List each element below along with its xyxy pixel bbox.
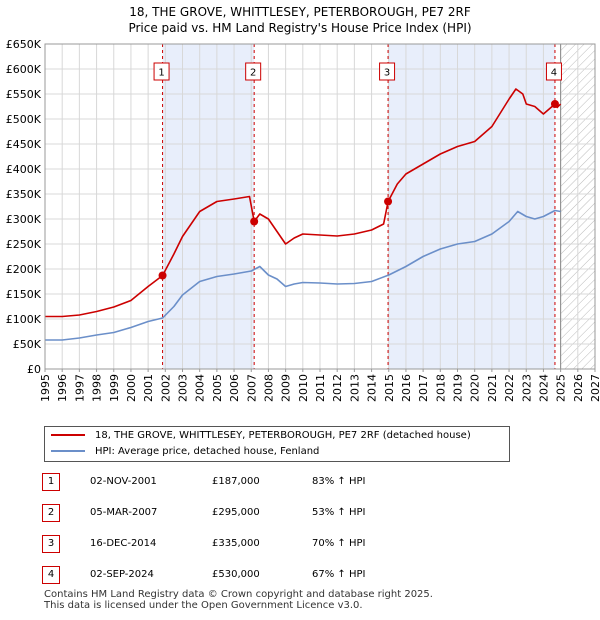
x-tick-label: 2025 [555, 374, 568, 402]
x-tick-label: 2004 [194, 374, 207, 402]
sale-price: £187,000 [212, 476, 260, 487]
y-tick-label: £450K [6, 138, 42, 151]
sale-label-text: 1 [158, 68, 164, 79]
sale-hpi-diff: 83% ↑ HPI [312, 476, 366, 487]
x-tick-label: 2021 [486, 374, 499, 402]
legend-label-hpi: HPI: Average price, detached house, Fenl… [95, 446, 320, 457]
y-tick-label: £400K [6, 163, 42, 176]
y-tick-label: £0 [27, 363, 41, 376]
legend-item-hpi: HPI: Average price, detached house, Fenl… [51, 444, 319, 460]
x-tick-label: 2013 [348, 374, 361, 402]
sale-label-text: 4 [551, 68, 557, 79]
x-tick-label: 2001 [142, 374, 155, 402]
sale-hpi-diff: 70% ↑ HPI [312, 538, 366, 549]
sale-label-box [545, 62, 562, 81]
x-tick-label: 2011 [314, 374, 327, 402]
y-tick-label: £650K [6, 38, 42, 51]
legend-swatch-property [51, 434, 85, 436]
x-tick-label: 2018 [434, 374, 447, 402]
sale-price: £335,000 [212, 538, 260, 549]
sale-point [384, 197, 393, 206]
x-tick-label: 1995 [39, 374, 52, 402]
x-tick-label: 2020 [469, 374, 482, 402]
x-tick-label: 2016 [400, 374, 413, 402]
title-line-1: 18, THE GROVE, WHITTLESEY, PETERBOROUGH,… [129, 5, 471, 19]
property-price-line [45, 88, 562, 318]
sale-row: 2 05-MAR-2007 £295,000 53% ↑ HPI [42, 503, 462, 523]
legend-label-property: 18, THE GROVE, WHITTLESEY, PETERBOROUGH,… [95, 430, 471, 441]
x-tick-label: 2002 [159, 374, 172, 402]
x-tick-label: 1999 [108, 374, 121, 402]
x-tick-label: 2019 [452, 374, 465, 402]
y-tick-label: £200K [6, 263, 42, 276]
sale-price: £295,000 [212, 507, 260, 518]
y-tick-label: £300K [6, 213, 42, 226]
footer-line-1: Contains HM Land Registry data © Crown c… [44, 589, 433, 600]
x-tick-label: 2000 [125, 374, 138, 402]
chart-title: 18, THE GROVE, WHITTLESEY, PETERBOROUGH,… [0, 4, 600, 36]
sale-point [250, 217, 259, 226]
x-tick-label: 2027 [589, 374, 600, 402]
y-tick-label: £250K [6, 238, 42, 251]
y-tick-label: £50K [13, 338, 42, 351]
hpi-line [45, 209, 561, 341]
legend-item-property: 18, THE GROVE, WHITTLESEY, PETERBOROUGH,… [51, 428, 471, 444]
y-tick-label: £350K [6, 188, 42, 201]
sale-label-box [153, 62, 170, 81]
sale-date: 02-NOV-2001 [90, 476, 157, 487]
x-tick-label: 2003 [177, 374, 190, 402]
x-tick-label: 2005 [211, 374, 224, 402]
y-tick-label: £600K [6, 63, 42, 76]
x-tick-label: 2010 [297, 374, 310, 402]
sale-hpi-diff: 53% ↑ HPI [312, 507, 366, 518]
x-tick-label: 1998 [91, 374, 104, 402]
title-line-2: Price paid vs. HM Land Registry's House … [128, 21, 472, 35]
sale-row: 4 02-SEP-2024 £530,000 67% ↑ HPI [42, 565, 462, 585]
sale-number-badge: 1 [42, 473, 60, 491]
sale-row: 3 16-DEC-2014 £335,000 70% ↑ HPI [42, 534, 462, 554]
sale-date: 02-SEP-2024 [90, 569, 154, 580]
legend-swatch-hpi [51, 450, 85, 452]
sale-date: 05-MAR-2007 [90, 507, 158, 518]
sale-number-badge: 3 [42, 535, 60, 553]
y-tick-label: £500K [6, 113, 42, 126]
sale-number-badge: 2 [42, 504, 60, 522]
y-tick-label: £100K [6, 313, 42, 326]
sale-point [158, 271, 167, 280]
x-tick-label: 2006 [228, 374, 241, 402]
sale-price: £530,000 [212, 569, 260, 580]
x-tick-label: 1997 [73, 374, 86, 402]
x-tick-label: 2024 [537, 374, 550, 402]
x-tick-label: 2017 [417, 374, 430, 402]
shaded-period-2 [388, 44, 555, 369]
x-tick-label: 2023 [520, 374, 533, 402]
y-tick-label: £150K [6, 288, 42, 301]
x-tick-label: 2008 [262, 374, 275, 402]
x-tick-label: 2014 [366, 374, 379, 402]
x-tick-label: 2007 [245, 374, 258, 402]
x-tick-label: 1996 [56, 374, 69, 402]
price-chart: 1 2 3 4 £0 £50K £100K £150K £200K £250K £300K £350K… [6, 38, 600, 402]
sale-date: 16-DEC-2014 [90, 538, 157, 549]
x-tick-label: 2022 [503, 374, 516, 402]
x-tick-label: 2015 [383, 374, 396, 402]
x-tick-label: 2009 [280, 374, 293, 402]
x-tick-label: 2012 [331, 374, 344, 402]
footer-attribution: Contains HM Land Registry data © Crown c… [44, 589, 433, 611]
sale-label-text: 2 [250, 68, 256, 79]
y-tick-label: £550K [6, 88, 42, 101]
sale-number-badge: 4 [42, 566, 60, 584]
legend: 18, THE GROVE, WHITTLESEY, PETERBOROUGH,… [44, 426, 510, 462]
sale-label-text: 3 [384, 68, 390, 79]
sale-point [550, 100, 559, 108]
sale-label-box [245, 62, 262, 81]
footer-line-2: This data is licensed under the Open Gov… [44, 600, 363, 611]
sale-row: 1 02-NOV-2001 £187,000 83% ↑ HPI [42, 472, 462, 492]
x-tick-label: 2026 [572, 374, 585, 402]
sale-hpi-diff: 67% ↑ HPI [312, 569, 366, 580]
sale-label-box [379, 62, 396, 81]
